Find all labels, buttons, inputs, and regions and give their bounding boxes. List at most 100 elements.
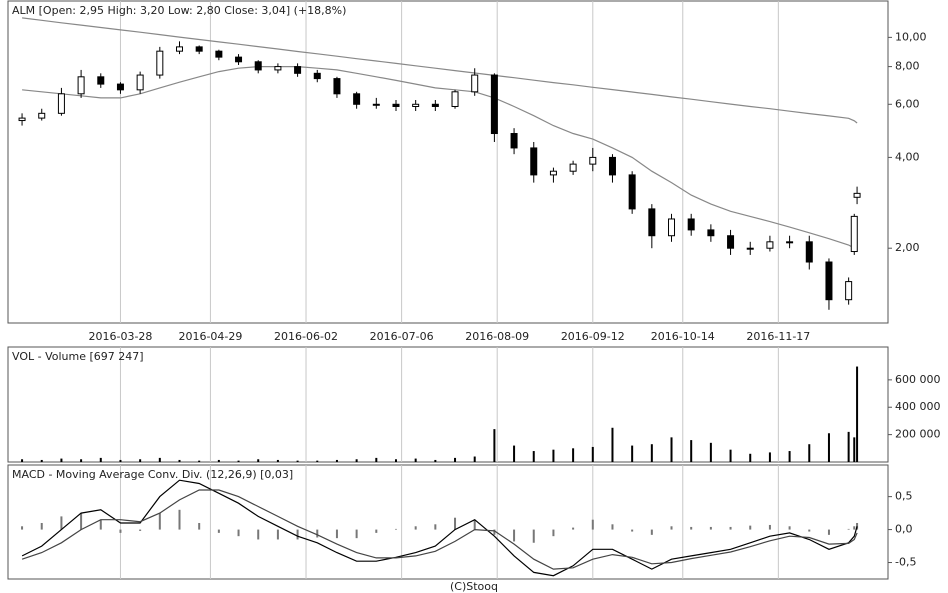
macd-histogram	[591, 519, 594, 530]
candle-body	[727, 235, 735, 249]
macd-histogram	[217, 529, 220, 533]
candle-body	[274, 66, 282, 71]
macd-histogram	[532, 529, 535, 543]
candle-body	[648, 208, 656, 237]
macd-histogram	[631, 529, 634, 532]
candle-body	[412, 103, 420, 107]
candle-body	[766, 241, 774, 249]
macd-histogram	[434, 524, 437, 530]
panel-title: ALM [Open: 2,95 High: 3,20 Low: 2,80 Clo…	[12, 4, 346, 17]
macd-histogram	[257, 529, 260, 540]
macd-histogram	[611, 524, 614, 530]
macd-histogram	[60, 516, 63, 530]
volume-bar	[768, 452, 771, 462]
macd-histogram	[355, 529, 358, 539]
moving-average	[22, 17, 858, 124]
volume-bar	[316, 460, 319, 462]
volume-bar	[158, 457, 161, 462]
panel-frame	[7, 464, 889, 580]
volume-bar	[198, 460, 201, 462]
macd-histogram	[80, 513, 83, 530]
candle-body	[825, 261, 833, 301]
x-tick-label: 2016-04-29	[178, 330, 242, 343]
volume-bar	[853, 437, 856, 462]
macd-histogram	[808, 529, 811, 532]
candle-body	[353, 93, 361, 105]
macd-histogram	[394, 528, 397, 530]
candle-body	[431, 103, 439, 107]
volume-bar	[611, 427, 614, 462]
x-tick-label: 2016-08-09	[465, 330, 529, 343]
candle-body	[549, 170, 557, 176]
candle-body	[451, 91, 459, 107]
volume-bar	[532, 451, 535, 462]
candle-body	[333, 78, 341, 95]
volume-bar	[80, 459, 83, 462]
candle-body	[786, 241, 794, 244]
candle-body	[18, 117, 26, 122]
candle-body	[235, 56, 243, 63]
candle-body	[38, 112, 46, 119]
candle-body	[589, 156, 597, 165]
macd-line	[21, 479, 858, 577]
volume-bar	[375, 457, 378, 462]
candle-body	[845, 281, 853, 301]
candle-body	[176, 46, 184, 52]
volume-bar	[40, 459, 43, 462]
volume-bar	[552, 449, 555, 462]
y-tick-label: 200 000	[895, 428, 941, 441]
candle-body	[294, 66, 302, 74]
volume-bar	[856, 366, 859, 462]
volume-bar	[631, 445, 634, 462]
candle-body	[195, 46, 203, 52]
candle-body	[853, 192, 861, 198]
volume-bar	[21, 459, 24, 462]
volume-bar	[394, 459, 397, 462]
macd-line	[21, 489, 858, 570]
macd-histogram	[847, 528, 850, 530]
volume-bar	[454, 457, 457, 462]
volume-bar	[119, 459, 122, 462]
volume-bar	[473, 456, 476, 462]
macd-histogram	[178, 509, 181, 530]
macd-histogram	[493, 529, 496, 535]
candle-body	[156, 50, 164, 76]
macd-histogram	[856, 522, 859, 530]
macd-histogram	[375, 529, 378, 533]
macd-histogram	[237, 529, 240, 537]
volume-bar	[827, 433, 830, 462]
candle-body	[628, 174, 636, 210]
macd-histogram	[316, 529, 319, 538]
volume-bar	[513, 445, 516, 462]
volume-bar	[257, 459, 260, 462]
volume-bar	[808, 444, 811, 462]
candle-body	[608, 156, 616, 176]
volume-bar	[434, 459, 437, 462]
y-tick-label: -0,5	[895, 556, 916, 569]
candle-body	[313, 72, 321, 80]
panel-title: VOL - Volume [697 247]	[12, 350, 144, 363]
candle-body	[372, 103, 380, 106]
candle-body	[392, 103, 400, 107]
macd-histogram	[827, 529, 830, 535]
macd-histogram	[709, 526, 712, 530]
candle-body	[57, 93, 65, 114]
x-tick-label: 2016-10-14	[651, 330, 715, 343]
volume-bar	[493, 429, 496, 462]
candle-body	[116, 83, 124, 91]
volume-bar	[414, 458, 417, 462]
x-tick-label: 2016-03-28	[88, 330, 152, 343]
macd-histogram	[853, 526, 856, 530]
x-tick-label: 2016-09-12	[561, 330, 625, 343]
y-tick-label: 4,00	[895, 150, 920, 163]
panel-frame	[7, 346, 889, 463]
candle-body	[77, 76, 85, 95]
volume-bar	[749, 453, 752, 462]
volume-bar	[591, 446, 594, 462]
volume-bar	[60, 458, 63, 462]
macd-histogram	[690, 526, 693, 530]
macd-histogram	[670, 526, 673, 530]
y-tick-label: 6,00	[895, 97, 920, 110]
x-tick-label: 2016-06-02	[274, 330, 338, 343]
macd-histogram	[139, 529, 142, 531]
